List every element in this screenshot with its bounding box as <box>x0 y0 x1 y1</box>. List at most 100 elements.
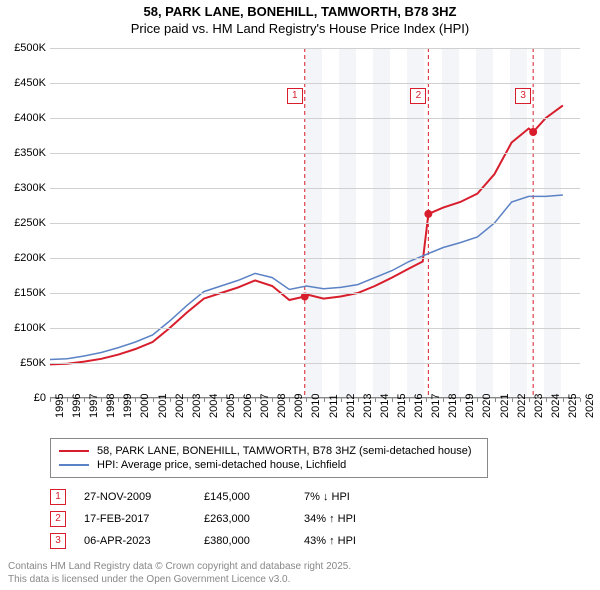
title-line2: Price paid vs. HM Land Registry's House … <box>0 21 600 36</box>
y-axis-label: £0 <box>2 392 46 404</box>
x-axis-label: 2000 <box>139 394 151 418</box>
event-number-box: 1 <box>50 489 66 505</box>
x-tick <box>375 398 376 402</box>
x-tick <box>118 398 119 402</box>
grid-line <box>50 293 580 294</box>
series-line <box>50 105 563 364</box>
event-marker: 3 <box>515 88 531 104</box>
x-tick <box>255 398 256 402</box>
event-price: £145,000 <box>204 491 304 503</box>
x-axis-label: 2013 <box>362 394 374 418</box>
x-axis-label: 2019 <box>464 394 476 418</box>
x-tick <box>358 398 359 402</box>
x-axis-label: 1999 <box>122 394 134 418</box>
x-tick <box>84 398 85 402</box>
x-axis-label: 2020 <box>481 394 493 418</box>
grid-line <box>50 153 580 154</box>
y-axis-label: £150K <box>2 287 46 299</box>
x-tick <box>563 398 564 402</box>
event-diff: 7% ↓ HPI <box>304 491 404 503</box>
x-tick <box>153 398 154 402</box>
y-axis-label: £400K <box>2 112 46 124</box>
x-axis-label: 2012 <box>345 394 357 418</box>
x-tick <box>426 398 427 402</box>
x-tick <box>580 398 581 402</box>
event-date: 06-APR-2023 <box>84 535 204 547</box>
x-axis-label: 2015 <box>396 394 408 418</box>
x-tick <box>289 398 290 402</box>
x-axis-label: 2017 <box>430 394 442 418</box>
x-axis-label: 1996 <box>71 394 83 418</box>
x-axis-label: 2004 <box>208 394 220 418</box>
x-axis-label: 1997 <box>88 394 100 418</box>
event-marker: 1 <box>287 88 303 104</box>
x-tick <box>187 398 188 402</box>
x-axis-label: 2005 <box>225 394 237 418</box>
y-axis-label: £300K <box>2 182 46 194</box>
event-row: 306-APR-2023£380,00043% ↑ HPI <box>50 530 404 552</box>
x-axis-label: 2007 <box>259 394 271 418</box>
grid-line <box>50 328 580 329</box>
footer-line2: This data is licensed under the Open Gov… <box>8 573 351 586</box>
grid-line <box>50 223 580 224</box>
y-axis-label: £500K <box>2 42 46 54</box>
x-tick <box>324 398 325 402</box>
y-axis-label: £450K <box>2 77 46 89</box>
x-axis-label: 2008 <box>276 394 288 418</box>
x-tick <box>409 398 410 402</box>
event-diff: 34% ↑ HPI <box>304 513 404 525</box>
x-axis-label: 2010 <box>310 394 322 418</box>
y-axis-label: £50K <box>2 357 46 369</box>
sale-marker-dot <box>529 128 537 136</box>
x-tick <box>67 398 68 402</box>
x-tick <box>392 398 393 402</box>
grid-line <box>50 48 580 49</box>
x-axis-label: 2016 <box>413 394 425 418</box>
event-number-box: 2 <box>50 511 66 527</box>
footer-line1: Contains HM Land Registry data © Crown c… <box>8 560 351 573</box>
x-axis-label: 2011 <box>328 394 340 418</box>
event-price: £380,000 <box>204 535 304 547</box>
x-axis-label: 2018 <box>447 394 459 418</box>
x-tick <box>495 398 496 402</box>
x-tick <box>477 398 478 402</box>
x-axis-label: 1995 <box>54 394 66 418</box>
x-axis-label: 2026 <box>584 394 596 418</box>
legend-swatch <box>59 450 89 452</box>
title-line1: 58, PARK LANE, BONEHILL, TAMWORTH, B78 3… <box>0 4 600 19</box>
x-tick <box>529 398 530 402</box>
x-axis-label: 2025 <box>567 394 579 418</box>
x-tick <box>460 398 461 402</box>
title-block: 58, PARK LANE, BONEHILL, TAMWORTH, B78 3… <box>0 0 600 36</box>
x-tick <box>546 398 547 402</box>
event-diff: 43% ↑ HPI <box>304 535 404 547</box>
x-tick <box>306 398 307 402</box>
event-marker: 2 <box>410 88 426 104</box>
x-axis-label: 2014 <box>379 394 391 418</box>
x-axis-label: 2022 <box>516 394 528 418</box>
x-axis-label: 2024 <box>550 394 562 418</box>
legend-label: 58, PARK LANE, BONEHILL, TAMWORTH, B78 3… <box>97 445 472 457</box>
y-axis-label: £200K <box>2 252 46 264</box>
x-axis-label: 2003 <box>191 394 203 418</box>
grid-line <box>50 258 580 259</box>
grid-line <box>50 363 580 364</box>
x-axis-label: 2002 <box>174 394 186 418</box>
x-tick <box>135 398 136 402</box>
event-row: 127-NOV-2009£145,0007% ↓ HPI <box>50 486 404 508</box>
grid-line <box>50 83 580 84</box>
x-axis-label: 1998 <box>105 394 117 418</box>
chart-area: £0£50K£100K£150K£200K£250K£300K£350K£400… <box>50 48 580 398</box>
legend-label: HPI: Average price, semi-detached house,… <box>97 459 346 471</box>
x-tick <box>101 398 102 402</box>
event-date: 17-FEB-2017 <box>84 513 204 525</box>
x-tick <box>512 398 513 402</box>
x-axis-label: 2021 <box>499 394 511 418</box>
x-axis-label: 2006 <box>242 394 254 418</box>
legend-box: 58, PARK LANE, BONEHILL, TAMWORTH, B78 3… <box>50 438 488 478</box>
y-axis-label: £250K <box>2 217 46 229</box>
y-axis-label: £350K <box>2 147 46 159</box>
x-axis-label: 2009 <box>293 394 305 418</box>
legend-row: 58, PARK LANE, BONEHILL, TAMWORTH, B78 3… <box>59 445 479 457</box>
grid-line <box>50 118 580 119</box>
